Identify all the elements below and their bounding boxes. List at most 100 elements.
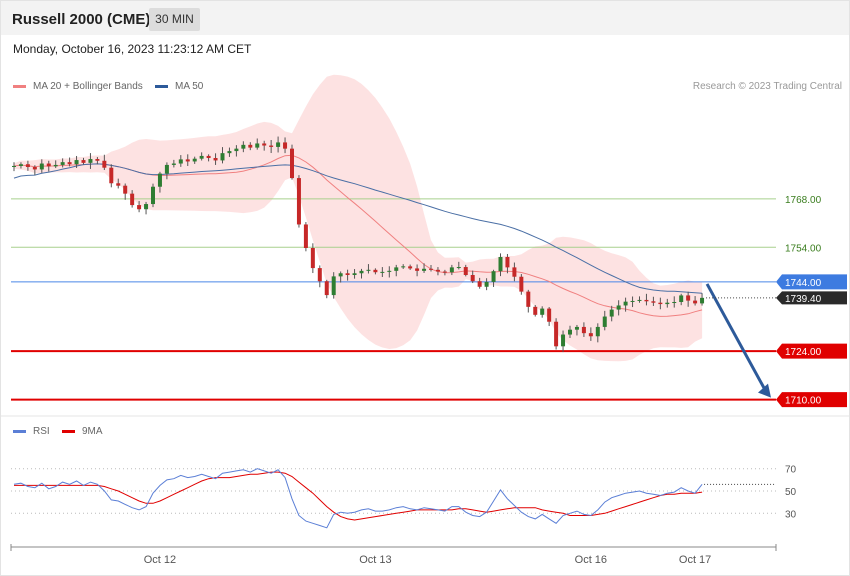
candle-body bbox=[171, 163, 176, 165]
last-price-label: 1739.40 bbox=[785, 294, 822, 305]
projection-arrow-line bbox=[705, 283, 768, 393]
candle-body bbox=[561, 334, 566, 347]
candle-body bbox=[387, 270, 392, 272]
candle-body bbox=[415, 268, 420, 271]
candle-body bbox=[25, 164, 30, 167]
rsi-legend-label: RSI bbox=[33, 426, 50, 437]
level-tag-1710.00 bbox=[776, 392, 847, 408]
candle-body bbox=[74, 160, 79, 165]
candle-body bbox=[429, 268, 433, 270]
ma50-legend-label: MA 50 bbox=[175, 81, 204, 92]
candle-body bbox=[449, 267, 454, 273]
candle-body bbox=[241, 144, 246, 149]
moving-average-layer bbox=[13, 154, 703, 317]
level-label-1768.00: 1768.00 bbox=[785, 195, 822, 206]
candle-body bbox=[116, 183, 121, 186]
candle-body bbox=[206, 155, 211, 158]
candle-body bbox=[665, 302, 670, 305]
candle-body bbox=[123, 185, 128, 194]
projection-layer bbox=[705, 283, 771, 398]
candle-body bbox=[519, 276, 524, 292]
candle-body bbox=[109, 167, 114, 184]
candle-body bbox=[693, 300, 698, 304]
candle-body bbox=[554, 321, 559, 347]
candle-body bbox=[234, 148, 239, 152]
candle-body bbox=[81, 160, 86, 163]
candle-body bbox=[588, 333, 593, 337]
candle-body bbox=[88, 159, 93, 163]
candle-body bbox=[199, 155, 204, 159]
level-tag-1724.00 bbox=[776, 343, 847, 359]
price-labels-layer: 1768.00 1754.00 1744.00 1724.00 1710.00 1739.… bbox=[706, 195, 847, 408]
rsi-legend: RSI bbox=[13, 426, 50, 437]
x-axis-layer: Oct 12 Oct 13 Oct 16 Oct 17 bbox=[10, 544, 777, 566]
candle-body bbox=[331, 276, 336, 296]
candle-body bbox=[602, 316, 607, 327]
research-credit: Research © 2023 Trading Central bbox=[692, 81, 842, 92]
candle-body bbox=[373, 269, 378, 273]
candle-body bbox=[39, 163, 44, 170]
candle-body bbox=[359, 270, 364, 274]
candle-body bbox=[574, 326, 579, 330]
candle-body bbox=[303, 224, 308, 248]
candle-body bbox=[324, 281, 329, 296]
candle-body bbox=[568, 329, 572, 335]
candle-body bbox=[102, 160, 107, 168]
ma50-swatch bbox=[155, 85, 168, 88]
chart-header: Russell 2000 (CME) 30 MIN bbox=[1, 1, 849, 35]
level-label-1754.00: 1754.00 bbox=[785, 243, 822, 254]
level-label-1744.00: 1744.00 bbox=[785, 278, 822, 289]
timeframe-badge[interactable]: 30 MIN bbox=[149, 8, 200, 31]
candle-body bbox=[408, 266, 413, 269]
candle-body bbox=[540, 308, 545, 315]
candle-body bbox=[345, 273, 350, 275]
candle-body bbox=[137, 205, 142, 210]
candle-body bbox=[283, 142, 288, 149]
candle-body bbox=[227, 151, 232, 154]
candle-body bbox=[310, 248, 315, 269]
candle-body bbox=[422, 268, 427, 271]
candle-body bbox=[581, 326, 586, 334]
ma50-legend: MA 50 bbox=[155, 81, 203, 92]
candle-body bbox=[616, 305, 621, 310]
candle-body bbox=[700, 297, 705, 304]
level-label-1724.00: 1724.00 bbox=[785, 347, 822, 358]
candle-body bbox=[442, 271, 447, 273]
candle-body bbox=[32, 167, 37, 170]
price-levels-layer bbox=[11, 198, 776, 401]
candle-body bbox=[164, 164, 169, 174]
candle-body bbox=[46, 163, 51, 167]
candle-body bbox=[220, 153, 225, 161]
bollinger-band bbox=[14, 74, 703, 362]
candle-body bbox=[95, 159, 100, 161]
candle-body bbox=[380, 271, 385, 273]
rsi-line bbox=[13, 468, 703, 529]
x-axis-label-oct-17: Oct 17 bbox=[679, 554, 711, 566]
rsi-ma-line bbox=[14, 471, 703, 521]
candle-body bbox=[192, 158, 197, 162]
candle-body bbox=[686, 295, 691, 301]
ma20-swatch bbox=[13, 85, 26, 88]
instrument-title: Russell 2000 (CME) bbox=[12, 11, 151, 28]
candle-body bbox=[679, 295, 684, 302]
candle-body bbox=[144, 204, 149, 210]
candle-body bbox=[512, 267, 517, 277]
candle-body bbox=[248, 144, 253, 148]
candle-body bbox=[18, 164, 23, 166]
candle-body bbox=[276, 142, 281, 147]
candle-body bbox=[352, 273, 357, 275]
candle-body bbox=[255, 143, 260, 148]
rsi-level-label-70: 70 bbox=[785, 465, 797, 476]
rsi-ma-swatch bbox=[62, 430, 75, 433]
candle-body bbox=[623, 301, 628, 306]
bollinger-band-layer bbox=[14, 74, 703, 362]
x-axis-label-oct-16: Oct 16 bbox=[575, 554, 607, 566]
candle-body bbox=[213, 158, 218, 161]
projection-arrow-head bbox=[758, 383, 771, 398]
candle-body bbox=[651, 301, 656, 303]
candle-body bbox=[60, 162, 65, 165]
candle-body bbox=[672, 302, 677, 303]
rsi-ma-legend-label: 9MA bbox=[82, 426, 103, 437]
candle-body bbox=[595, 326, 600, 337]
candle-body bbox=[269, 145, 274, 147]
